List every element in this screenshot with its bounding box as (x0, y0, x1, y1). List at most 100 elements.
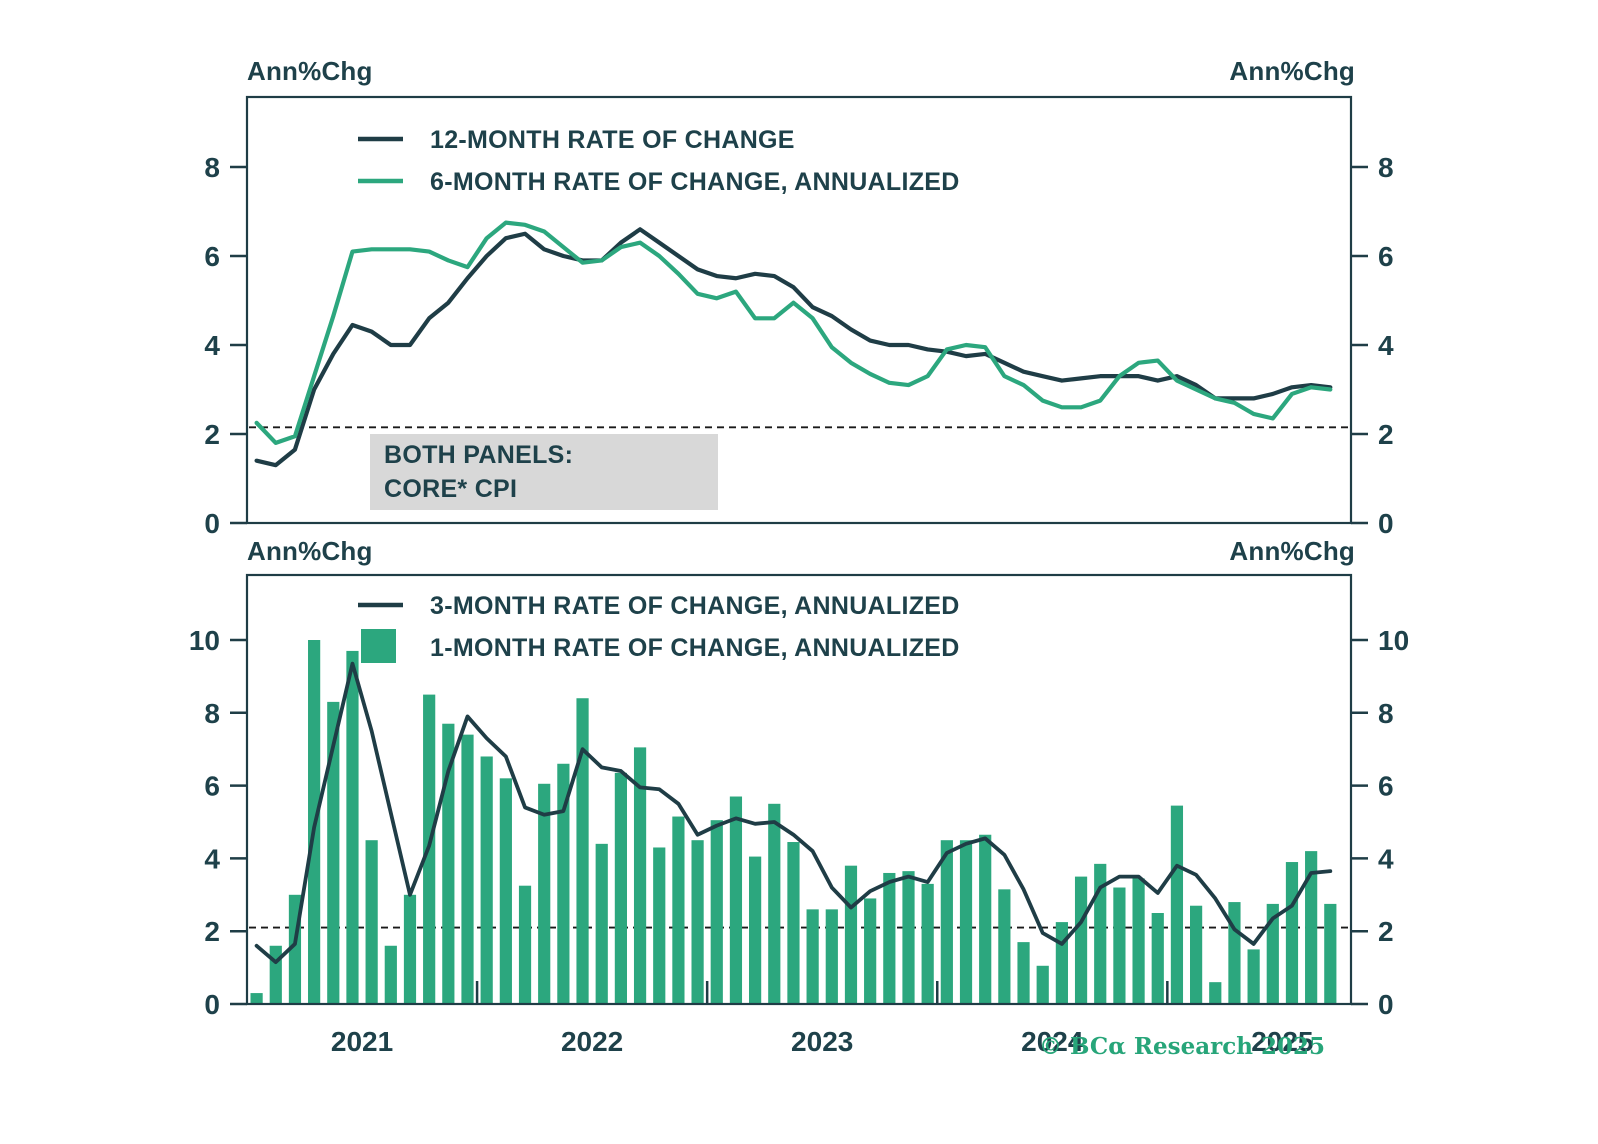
legend-6-month-label: 6-MONTH RATE OF CHANGE, ANNUALIZED (430, 168, 960, 196)
bar (365, 840, 378, 1004)
top-panel-units-left: Ann%Chg (247, 56, 373, 86)
series-line-dark (254, 227, 1333, 468)
bar (768, 803, 781, 1004)
y-tick-label-left: 4 (204, 330, 220, 361)
bar (1190, 905, 1203, 1004)
bar (672, 816, 685, 1004)
y-tick-label-left: 0 (204, 989, 220, 1020)
top-panel-legend: 12-MONTH RATE OF CHANGE 6-MONTH RATE OF … (358, 126, 960, 196)
bar (1324, 903, 1337, 1004)
bar (461, 734, 474, 1004)
annotation-line2: CORE* CPI (384, 475, 517, 503)
series-line-dark (254, 661, 1333, 965)
bar (384, 945, 397, 1004)
bar (710, 820, 723, 1004)
x-axis-year-label: 2021 (331, 1026, 393, 1057)
y-tick-label-right: 4 (1378, 330, 1394, 361)
bar (844, 865, 858, 1004)
bar (940, 840, 953, 1004)
annotation-background (370, 434, 718, 510)
y-tick-label-left: 4 (204, 843, 220, 874)
bar (1113, 887, 1126, 1004)
bar (787, 842, 800, 1004)
bar (1305, 851, 1318, 1004)
bar (729, 796, 743, 1004)
legend-1-month-label: 1-MONTH RATE OF CHANGE, ANNUALIZED (430, 634, 960, 662)
bca-research-watermark: © BCα Research 2025 (1039, 1033, 1325, 1060)
y-tick-label-right: 4 (1378, 843, 1394, 874)
y-tick-label-left: 10 (189, 625, 220, 656)
bar (998, 889, 1011, 1004)
annotation-box: BOTH PANELS: CORE* CPI (370, 434, 718, 510)
y-tick-label-left: 8 (204, 152, 220, 183)
x-axis-year-label: 2023 (791, 1026, 853, 1057)
y-tick-label-right: 2 (1378, 916, 1394, 947)
bar (442, 723, 455, 1004)
bar (250, 993, 263, 1004)
bar (1228, 902, 1241, 1004)
bar (327, 701, 340, 1004)
top-panel: 0 0 2 2 4 4 6 6 8 8 (204, 95, 1394, 539)
bar (749, 856, 762, 1004)
bar (403, 894, 417, 1004)
y-tick-label-right: 6 (1378, 771, 1394, 802)
bar (595, 843, 608, 1004)
y-tick-label-left: 2 (204, 419, 220, 450)
y-tick-label-left: 8 (204, 698, 220, 729)
bar (538, 783, 551, 1004)
bottom-panel-units-right: Ann%Chg (1229, 536, 1355, 566)
bar (614, 772, 627, 1004)
bar (959, 840, 973, 1004)
bar (806, 909, 819, 1004)
bar (1036, 965, 1049, 1004)
bar (1285, 862, 1299, 1004)
bar (1266, 903, 1279, 1004)
bar (1170, 805, 1184, 1004)
bar (557, 763, 570, 1004)
panel-border (245, 573, 1353, 1006)
bar (883, 872, 896, 1004)
y-tick-label-right: 0 (1378, 989, 1394, 1020)
bar (1074, 876, 1088, 1004)
y-tick-label-right: 2 (1378, 419, 1394, 450)
bar (346, 650, 359, 1004)
bar (1209, 982, 1222, 1004)
series-line-green (254, 220, 1333, 445)
y-tick-label-right: 0 (1378, 508, 1394, 539)
y-tick-label-left: 6 (204, 241, 220, 272)
bar (1055, 922, 1068, 1004)
y-tick-label-left: 2 (204, 916, 220, 947)
bar (864, 898, 877, 1004)
y-tick-label-right: 6 (1378, 241, 1394, 272)
bar (825, 909, 838, 1004)
x-axis-year-label: 2025 (1251, 1026, 1313, 1057)
bar (979, 834, 992, 1004)
bar (576, 698, 589, 1004)
y-tick-label-left: 6 (204, 771, 220, 802)
y-tick-label-right: 8 (1378, 698, 1394, 729)
bar (633, 747, 647, 1004)
bar (1017, 942, 1030, 1004)
top-panel-units-right: Ann%Chg (1229, 56, 1355, 86)
bar (1247, 949, 1260, 1004)
annotation-line1: BOTH PANELS: (384, 441, 573, 469)
legend-3-month-label: 3-MONTH RATE OF CHANGE, ANNUALIZED (430, 592, 960, 620)
bar (902, 871, 915, 1004)
bottom-panel: 2021 2022 2023 2024 2025 0 0 2 2 4 4 6 6 8 8 10 10 (189, 573, 1409, 1057)
y-tick-label-right: 8 (1378, 152, 1394, 183)
bar (518, 885, 532, 1004)
bar (480, 756, 493, 1004)
legend-1-month-bar-swatch (361, 629, 396, 663)
bar (269, 945, 282, 1004)
legend-12-month-label: 12-MONTH RATE OF CHANGE (430, 126, 795, 154)
x-axis-year-label: 2024 (1021, 1026, 1084, 1057)
y-tick-label-right: 10 (1378, 625, 1409, 656)
bar (653, 847, 666, 1004)
bar (499, 778, 512, 1004)
x-axis-year-label: 2022 (561, 1026, 623, 1057)
y-tick-label-left: 0 (204, 508, 220, 539)
bar (1094, 863, 1107, 1004)
bottom-panel-legend: 3-MONTH RATE OF CHANGE, ANNUALIZED 1-MON… (358, 592, 960, 663)
bar (1151, 913, 1164, 1004)
